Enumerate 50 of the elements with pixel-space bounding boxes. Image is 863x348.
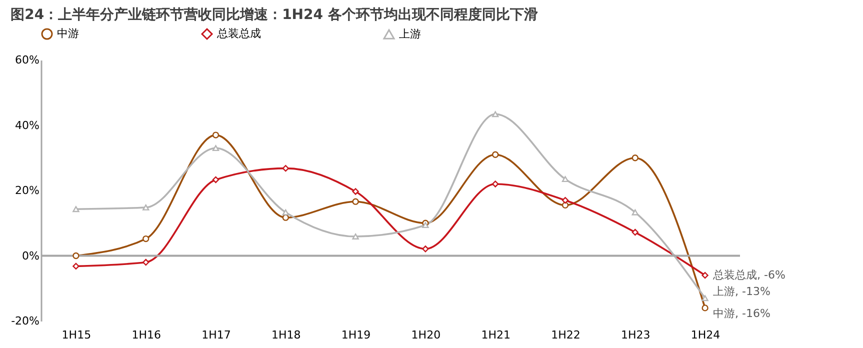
x-tick-label: 1H24 (690, 328, 720, 342)
point (632, 228, 638, 236)
point (352, 234, 359, 240)
legend-label: 中游 (57, 27, 79, 40)
point (72, 252, 80, 260)
point (632, 209, 638, 216)
point (212, 132, 220, 138)
x-tick-label: 1H23 (621, 328, 650, 342)
y-tick-label: -20% (11, 314, 40, 328)
point (212, 145, 220, 152)
point (702, 304, 708, 312)
chart-title: 图24：上半年分产业链环节营收同比增速：1H24 各个环节均出现不同程度同比下滑 (10, 6, 538, 23)
point (72, 206, 80, 212)
point (72, 262, 80, 270)
x-tick-label: 1H17 (202, 328, 231, 342)
x-tick-label: 1H18 (272, 328, 301, 342)
point (282, 164, 289, 172)
y-tick-label: 60% (15, 54, 40, 66)
y-tick-label: 0% (22, 249, 40, 262)
y-tick-label: 20% (15, 184, 40, 197)
point (562, 202, 569, 209)
x-tick-label: 1H15 (62, 328, 92, 342)
point (492, 180, 499, 188)
x-tick-label: 1H19 (341, 328, 371, 342)
point (142, 204, 150, 210)
x-tick-label: 1H20 (411, 328, 441, 342)
point (212, 176, 220, 184)
x-tick-label: 1H16 (132, 328, 161, 342)
point (422, 222, 429, 228)
data-label: 总装总成, -6% (712, 268, 786, 282)
x-tick-label: 1H21 (481, 328, 510, 342)
point (422, 246, 429, 252)
point (142, 235, 150, 242)
legend-label: 总装总成 (216, 27, 261, 40)
point (282, 209, 289, 216)
point (562, 176, 569, 182)
point (352, 188, 359, 195)
point (492, 111, 499, 118)
y-tick-label: 40% (15, 118, 40, 132)
legend-label: 上游 (399, 27, 421, 40)
point (142, 258, 150, 266)
point (702, 295, 708, 302)
data-label: 上游, -13% (713, 285, 770, 298)
point (492, 151, 499, 158)
point (632, 154, 638, 162)
point (562, 196, 569, 204)
data-label: 中游, -16% (713, 306, 770, 320)
point (702, 272, 708, 279)
point (352, 198, 359, 205)
x-tick-label: 1H22 (551, 328, 580, 342)
